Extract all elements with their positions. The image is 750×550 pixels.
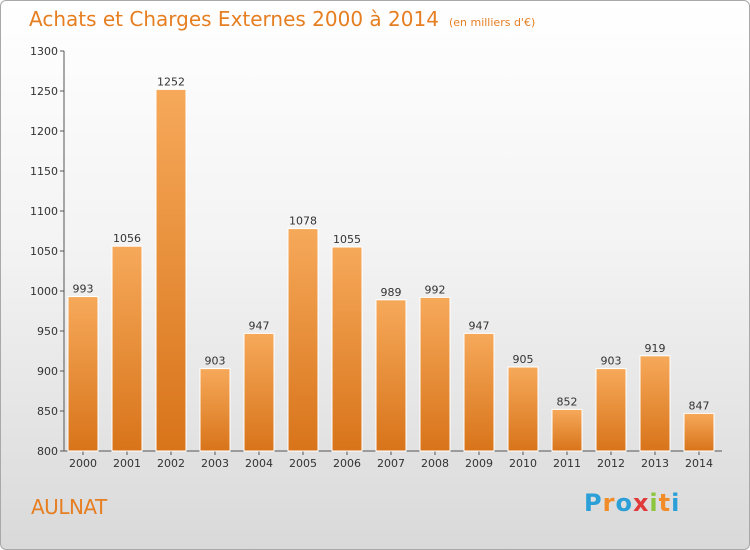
bar <box>199 368 231 452</box>
data-labels: 993 1056 1252 903 947 1078 1055 989 992 947 905 852… <box>73 75 710 412</box>
brand-letter: x <box>632 489 650 517</box>
bar <box>111 245 143 452</box>
data-label: 1078 <box>289 215 317 228</box>
x-tick-label: 2009 <box>465 457 493 470</box>
brand-letter: t <box>658 489 672 517</box>
bar <box>463 332 495 452</box>
y-tick-label: 1200 <box>30 125 58 138</box>
x-tick-label: 2002 <box>157 457 185 470</box>
data-label: 905 <box>513 353 534 366</box>
chart-unit: (en milliers d'€) <box>448 16 536 29</box>
x-tick-label: 2004 <box>245 457 273 470</box>
y-tick-label: 1000 <box>30 285 58 298</box>
data-label: 903 <box>205 355 226 368</box>
y-tick-label: 800 <box>37 445 58 458</box>
bar <box>595 368 627 452</box>
y-tick-label: 1150 <box>30 165 58 178</box>
y-tick-label: 1250 <box>30 85 58 98</box>
x-tick-label: 2007 <box>377 457 405 470</box>
bar <box>375 299 407 452</box>
y-tick-label: 1100 <box>30 205 58 218</box>
brand-letter: r <box>602 489 616 517</box>
x-tick-label: 2000 <box>69 457 97 470</box>
data-label: 993 <box>73 283 94 296</box>
bar <box>243 332 275 452</box>
data-label: 1055 <box>333 233 361 246</box>
y-tick-label: 850 <box>37 405 58 418</box>
brand-letter: i <box>671 489 681 517</box>
data-label: 919 <box>645 342 666 355</box>
x-tick-label: 2008 <box>421 457 449 470</box>
bar <box>419 296 451 452</box>
brand-letter: P <box>584 489 603 517</box>
data-label: 1056 <box>113 232 141 245</box>
title-row: Achats et Charges Externes 2000 à 2014 (e… <box>29 7 535 31</box>
x-tick-label: 2011 <box>553 457 581 470</box>
bar <box>155 88 187 452</box>
bars <box>67 88 715 452</box>
data-label: 847 <box>689 399 710 412</box>
data-label: 947 <box>469 319 490 332</box>
y-tick-label: 950 <box>37 325 58 338</box>
x-tick-label: 2010 <box>509 457 537 470</box>
chart-title: Achats et Charges Externes 2000 à 2014 <box>29 7 439 31</box>
x-tick-label: 2014 <box>685 457 713 470</box>
bar <box>551 408 583 452</box>
x-tick-label: 2005 <box>289 457 317 470</box>
axes: 800 850 900 950 1000 1050 1100 1150 1200 1250 1300… <box>30 45 722 470</box>
data-label: 1252 <box>157 75 185 88</box>
data-label: 947 <box>249 319 270 332</box>
y-tick-label: 900 <box>37 365 58 378</box>
x-tick-label: 2006 <box>333 457 361 470</box>
y-tick-label: 1050 <box>30 245 58 258</box>
bar <box>67 296 99 452</box>
bar <box>287 228 319 452</box>
brand-letter: o <box>615 489 633 517</box>
bar <box>683 412 715 452</box>
data-label: 903 <box>601 355 622 368</box>
brand-logo: Proxiti <box>584 489 680 517</box>
x-tick-label: 2012 <box>597 457 625 470</box>
x-tick-label: 2001 <box>113 457 141 470</box>
data-label: 992 <box>425 283 446 296</box>
location-name: AULNAT <box>31 495 107 519</box>
bar <box>507 366 539 452</box>
x-tick-label: 2013 <box>641 457 669 470</box>
data-label: 852 <box>557 395 578 408</box>
bar <box>331 246 363 452</box>
brand-letter: i <box>649 489 659 517</box>
data-label: 989 <box>381 286 402 299</box>
x-tick-label: 2003 <box>201 457 229 470</box>
bar <box>639 355 671 452</box>
y-tick-label: 1300 <box>30 45 58 58</box>
